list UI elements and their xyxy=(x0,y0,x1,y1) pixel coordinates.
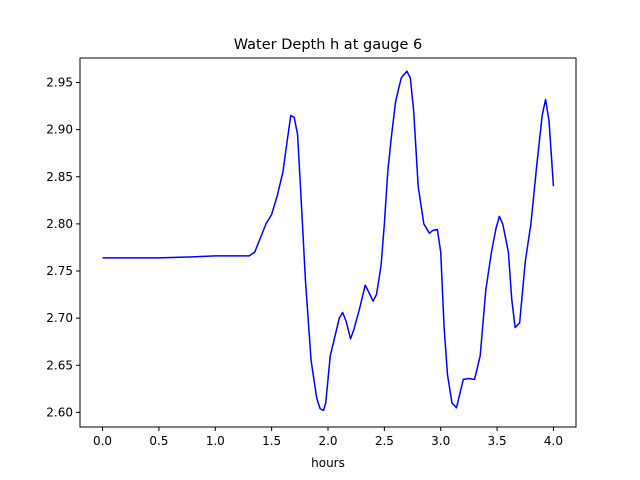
plot-layer: 0.0 0.5 1.0 1.5 2.0 2.5 3.0 3.5 4.0 2.60 2.65 2.70 2… xyxy=(46,57,577,448)
x-tick-label-0: 0.0 xyxy=(93,434,112,448)
y-tick-label-2: 2.70 xyxy=(46,311,73,325)
x-tick-label-2: 1.0 xyxy=(206,434,225,448)
x-axis-label: hours xyxy=(311,456,345,470)
series-line-0 xyxy=(102,70,555,412)
x-tick-label-1: 0.5 xyxy=(149,434,168,448)
y-tick-label-5: 2.85 xyxy=(46,170,73,184)
x-tick-label-3: 1.5 xyxy=(262,434,281,448)
y-tick-label-7: 2.95 xyxy=(46,76,73,90)
y-tick-label-6: 2.90 xyxy=(46,123,73,137)
x-tick-label-6: 3.0 xyxy=(431,434,450,448)
x-tick-label-8: 4.0 xyxy=(544,434,563,448)
y-tick-label-3: 2.75 xyxy=(46,264,73,278)
y-tick-label-1: 2.65 xyxy=(46,358,73,372)
chart-title: Water Depth h at gauge 6 xyxy=(234,37,422,53)
y-tick-label-0: 2.60 xyxy=(46,405,73,419)
x-tick-label-5: 2.5 xyxy=(375,434,394,448)
y-tick-label-4: 2.80 xyxy=(46,217,73,231)
x-tick-label-4: 2.0 xyxy=(318,434,337,448)
x-tick-label-7: 3.5 xyxy=(488,434,507,448)
